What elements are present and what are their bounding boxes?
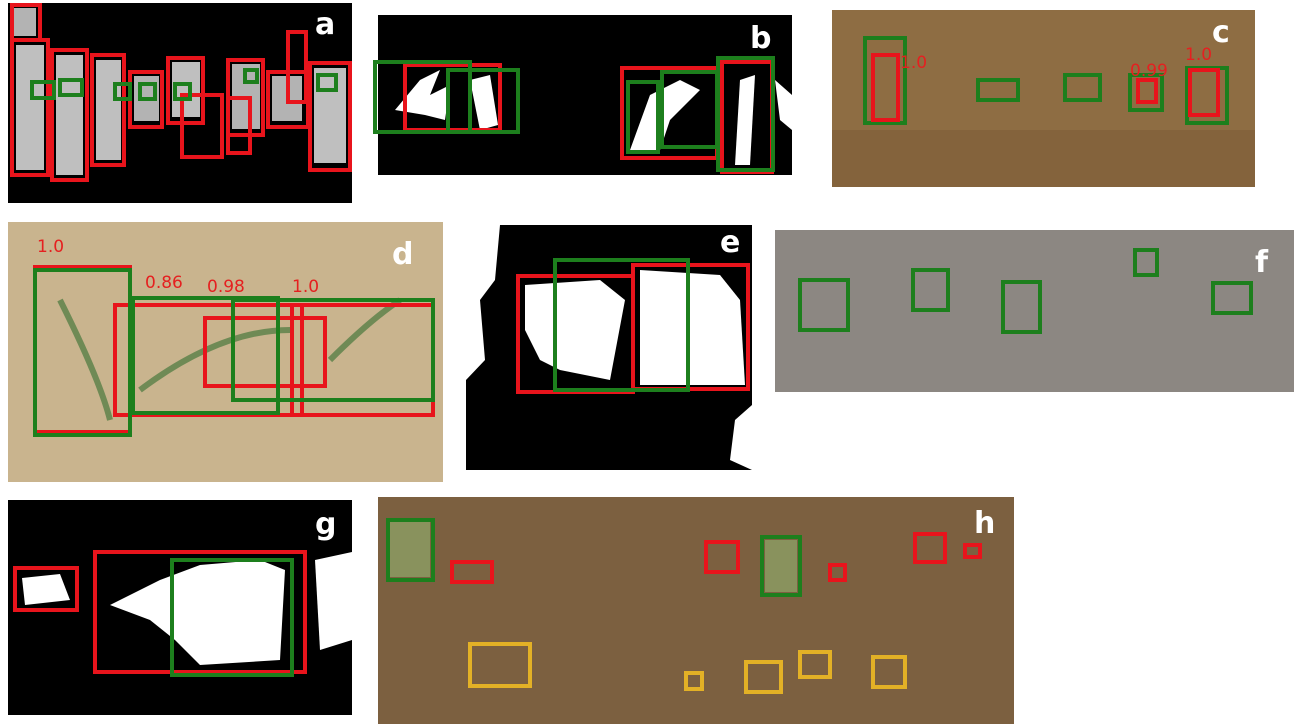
score: 1.0 (1185, 45, 1212, 65)
panel-e: e (466, 225, 752, 470)
page: a b 1.0 0.99 1.0 c (0, 0, 1294, 727)
panel-f: f (775, 230, 1294, 392)
figure: a b 1.0 0.99 1.0 c (0, 0, 1294, 727)
panel-g: g (8, 500, 352, 715)
score: 0.99 (1130, 61, 1168, 81)
panel-label: e (720, 225, 740, 260)
panel-h: h (378, 497, 1014, 724)
panel-label: c (1212, 15, 1230, 50)
panel-label: g (315, 507, 336, 542)
panel-b: b (375, 15, 792, 175)
score: 1.0 (900, 53, 927, 73)
panel-label: h (974, 506, 995, 541)
panel-a: a (8, 3, 352, 203)
panel-label: b (750, 21, 771, 56)
score: 0.86 (145, 273, 183, 293)
score: 0.98 (207, 277, 245, 297)
panel-d: 1.0 0.86 0.98 1.0 d (8, 222, 443, 482)
score: 1.0 (37, 237, 64, 257)
panel-c: 1.0 0.99 1.0 c (832, 10, 1255, 187)
score: 1.0 (292, 277, 319, 297)
panel-label: f (1255, 245, 1269, 280)
panel-label: a (315, 7, 335, 42)
panel-label: d (392, 237, 413, 272)
